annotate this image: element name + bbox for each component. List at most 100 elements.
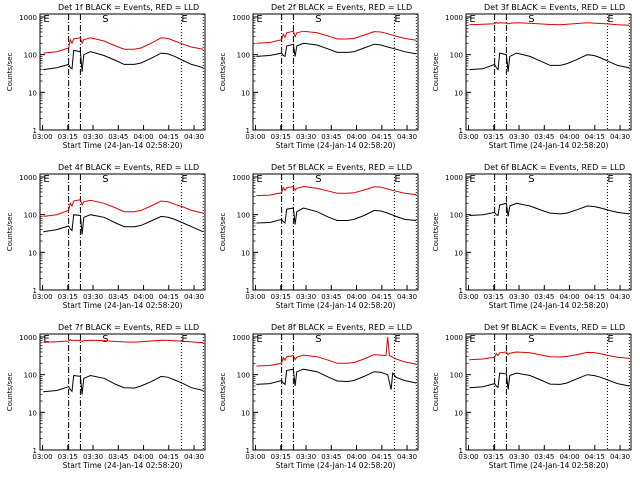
y-tick-label: 10 [241, 89, 250, 97]
y-tick-label: 1000 [232, 334, 250, 342]
x-tick-label: 04:15 [372, 133, 392, 141]
chart-panel-6: Det 6f BLACK = Events, RED = LLD 1 10 100 10… [426, 160, 639, 320]
x-axis-label: Start Time (24-Jan-14 02:58:20) [276, 141, 396, 150]
y-tick-label: 1 [246, 127, 250, 135]
x-tick-label: 03:45 [108, 293, 128, 301]
marker-label: E [607, 334, 613, 345]
y-tick-label: 10 [454, 409, 463, 417]
y-tick-label: 1000 [445, 174, 463, 182]
x-tick-label: 03:15 [484, 453, 504, 461]
x-axis-label: Start Time (24-Jan-14 02:58:20) [63, 461, 183, 470]
marker-label: E [181, 14, 187, 25]
y-axis-label: Counts/sec [219, 213, 227, 252]
chart-title: Det 1f BLACK = Events, RED = LLD [58, 3, 199, 12]
x-tick-label: 04:00 [559, 453, 579, 461]
x-tick-label: 04:30 [184, 453, 204, 461]
chart-svg-2: Det 2f BLACK = Events, RED = LLD 1 10 100 10… [219, 3, 419, 150]
y-tick-label: 100 [24, 212, 37, 220]
series-lld-line [256, 30, 417, 44]
series-lld-line [256, 185, 417, 197]
series-events-line [469, 202, 630, 217]
x-tick-label: 04:15 [372, 453, 392, 461]
chart-panel-2: Det 2f BLACK = Events, RED = LLD 1 10 100 10… [213, 0, 426, 160]
x-tick-label: 03:45 [321, 453, 341, 461]
series-events-line [256, 368, 417, 390]
chart-title: Det 2f BLACK = Events, RED = LLD [271, 3, 412, 12]
x-tick-label: 03:00 [458, 453, 478, 461]
x-tick-label: 03:00 [245, 293, 265, 301]
x-tick-label: 03:45 [534, 133, 554, 141]
plot-frame [252, 13, 419, 131]
x-tick-label: 04:30 [184, 293, 204, 301]
x-tick-label: 04:00 [346, 133, 366, 141]
series-events-line [256, 207, 417, 225]
x-axis-label: Start Time (24-Jan-14 02:58:20) [489, 141, 609, 150]
chart-panel-3: Det 3f BLACK = Events, RED = LLD 1 10 100 10… [426, 0, 639, 160]
y-axis-label: Counts/sec [219, 373, 227, 412]
x-tick-label: 03:30 [83, 293, 103, 301]
x-tick-label: 04:30 [397, 133, 417, 141]
plot-frame [252, 173, 419, 291]
y-tick-label: 1000 [19, 174, 37, 182]
y-tick-label: 1000 [19, 14, 37, 22]
y-tick-label: 1 [246, 447, 250, 455]
y-tick-label: 1 [459, 127, 463, 135]
x-tick-label: 04:00 [133, 293, 153, 301]
x-axis-label: Start Time (24-Jan-14 02:58:20) [63, 301, 183, 310]
x-tick-label: 03:15 [58, 453, 78, 461]
x-tick-label: 03:00 [245, 453, 265, 461]
chart-svg-7: Det 7f BLACK = Events, RED = LLD 1 10 100 10… [6, 323, 206, 470]
chart-panel-7: Det 7f BLACK = Events, RED = LLD 1 10 100 10… [0, 320, 213, 480]
marker-label: E [181, 174, 187, 185]
x-tick-label: 03:00 [458, 133, 478, 141]
x-tick-label: 03:30 [83, 133, 103, 141]
marker-label: E [469, 334, 475, 345]
y-axis-label: Counts/sec [6, 213, 14, 252]
y-axis-label: Counts/sec [6, 53, 14, 92]
plot-frame [465, 13, 632, 131]
x-tick-label: 04:30 [610, 133, 630, 141]
marker-label: S [102, 334, 108, 345]
series-events-line [43, 214, 204, 235]
x-tick-label: 03:15 [484, 293, 504, 301]
y-tick-label: 100 [237, 212, 250, 220]
series-lld-line [469, 21, 630, 26]
y-tick-label: 10 [454, 249, 463, 257]
marker-label: E [394, 334, 400, 345]
x-tick-label: 03:45 [108, 453, 128, 461]
series-events-line [469, 372, 630, 390]
x-axis-label: Start Time (24-Jan-14 02:58:20) [276, 301, 396, 310]
series-lld-line [256, 336, 417, 367]
x-tick-label: 03:15 [484, 133, 504, 141]
marker-label: E [256, 174, 262, 185]
x-tick-label: 03:15 [58, 133, 78, 141]
marker-label: S [315, 334, 321, 345]
marker-label: E [43, 334, 49, 345]
y-tick-label: 1 [459, 447, 463, 455]
y-tick-label: 10 [241, 249, 250, 257]
series-lld-line [43, 338, 204, 344]
y-tick-label: 1 [459, 287, 463, 295]
x-tick-label: 03:45 [534, 293, 554, 301]
series-lld-line [43, 37, 204, 54]
marker-label: S [528, 174, 534, 185]
y-tick-label: 1000 [232, 14, 250, 22]
marker-label: S [315, 14, 321, 25]
x-tick-label: 03:45 [321, 293, 341, 301]
y-tick-label: 1000 [232, 174, 250, 182]
y-tick-label: 1 [246, 287, 250, 295]
marker-label: E [256, 14, 262, 25]
y-tick-label: 100 [237, 52, 250, 60]
chart-panel-5: Det 5f BLACK = Events, RED = LLD 1 10 100 10… [213, 160, 426, 320]
chart-title: Det 6f BLACK = Events, RED = LLD [484, 163, 625, 172]
marker-label: E [469, 174, 475, 185]
x-tick-label: 04:30 [397, 293, 417, 301]
marker-label: S [102, 174, 108, 185]
x-axis-label: Start Time (24-Jan-14 02:58:20) [276, 461, 396, 470]
x-tick-label: 03:30 [296, 293, 316, 301]
x-tick-label: 03:30 [83, 453, 103, 461]
x-tick-label: 03:15 [271, 133, 291, 141]
x-tick-label: 04:00 [133, 133, 153, 141]
chart-panel-1: Det 1f BLACK = Events, RED = LLD 1 10 100 10… [0, 0, 213, 160]
